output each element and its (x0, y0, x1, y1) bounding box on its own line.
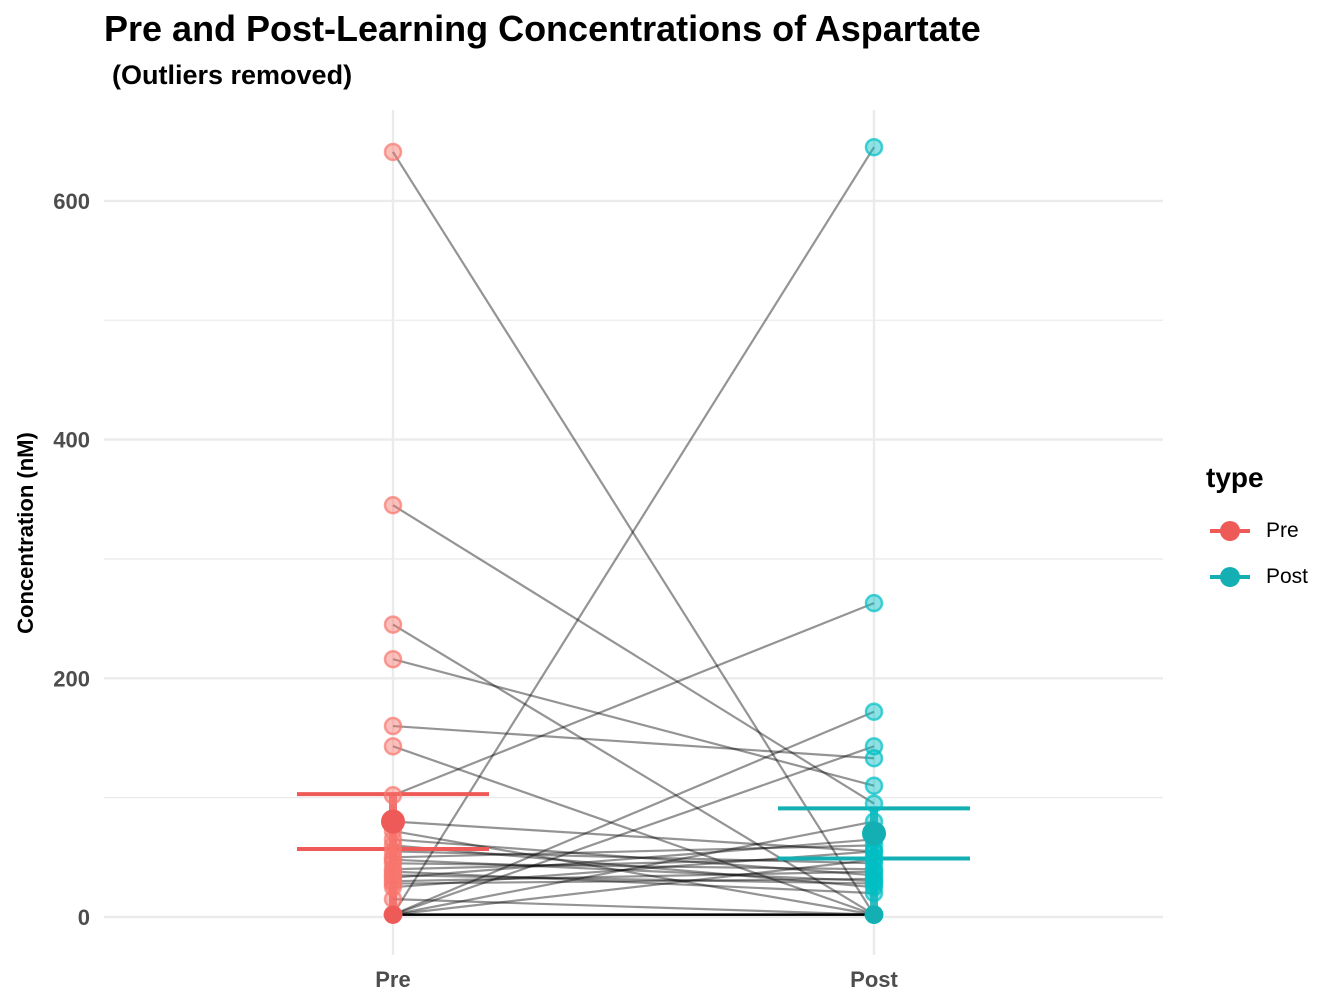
post-point (864, 737, 884, 756)
pair-line (392, 724, 875, 760)
pair-line (392, 151, 875, 916)
pair-line (392, 897, 875, 916)
pair-line (392, 870, 875, 883)
pair-line (392, 862, 875, 871)
legend-title: type (1206, 462, 1264, 493)
legend-item-post: Post (1206, 554, 1308, 600)
legend-key-pre (1206, 516, 1254, 546)
legend-dot-pre (1220, 521, 1240, 541)
pair-line (392, 838, 875, 879)
post-mean-point (862, 821, 886, 846)
pair-line (392, 829, 875, 916)
chart-title: Pre and Post-Learning Concentrations of … (104, 8, 981, 49)
pair-line (392, 658, 875, 787)
pair-line (392, 844, 875, 859)
post-point (864, 869, 884, 889)
pre-zero-point (384, 905, 402, 924)
post-point (864, 137, 884, 157)
pair-line (392, 874, 875, 885)
pair-line (392, 844, 875, 889)
pair-line (392, 838, 875, 877)
pair-line (392, 870, 875, 895)
post-point (864, 794, 884, 813)
pair-line (392, 858, 875, 883)
pair-line (392, 710, 875, 916)
y-axis-title: Concentration (nM) (13, 432, 38, 634)
pair-line (392, 745, 875, 916)
chart-subtitle: (Outliers removed) (112, 60, 353, 90)
y-tick-label: 600 (53, 189, 90, 214)
pre-point (383, 142, 403, 162)
y-tick-label: 400 (53, 428, 90, 453)
pre-point (383, 786, 403, 805)
pair-line (392, 820, 875, 853)
legend-label-pre: Pre (1266, 519, 1299, 542)
post-point (864, 776, 884, 795)
pair-line (392, 146, 875, 916)
pre-point (383, 737, 403, 756)
post-point (864, 593, 884, 613)
pair-line (392, 623, 875, 916)
pair-line (392, 820, 875, 916)
post-point (864, 702, 884, 721)
x-tick-label: Pre (375, 967, 410, 992)
pair-line (392, 850, 875, 865)
axis-tick-labels: 0 200 400 600 Pre Post (53, 189, 898, 992)
pair-line (392, 877, 875, 885)
legend-label-post: Post (1266, 565, 1309, 588)
legend: type Pre Post (1206, 462, 1308, 600)
x-tick-label: Post (850, 967, 898, 992)
y-tick-label: 0 (78, 905, 90, 930)
pre-mean-point (381, 809, 405, 834)
pre-point (383, 495, 403, 515)
data-points (381, 137, 886, 924)
pair-line (392, 858, 875, 916)
pair-line (392, 602, 875, 797)
post-zero-point (865, 905, 883, 924)
pre-point (383, 889, 403, 909)
legend-item-pre: Pre (1206, 508, 1308, 554)
legend-key-post (1206, 562, 1254, 592)
pair-line (392, 745, 875, 916)
pair-line (392, 504, 875, 805)
pre-point (383, 649, 403, 669)
post-point (864, 850, 884, 869)
pre-point (383, 716, 403, 736)
legend-dot-post (1220, 567, 1240, 587)
paired-lines (392, 146, 875, 916)
pre-point (383, 615, 403, 634)
y-tick-label: 200 (53, 666, 90, 691)
